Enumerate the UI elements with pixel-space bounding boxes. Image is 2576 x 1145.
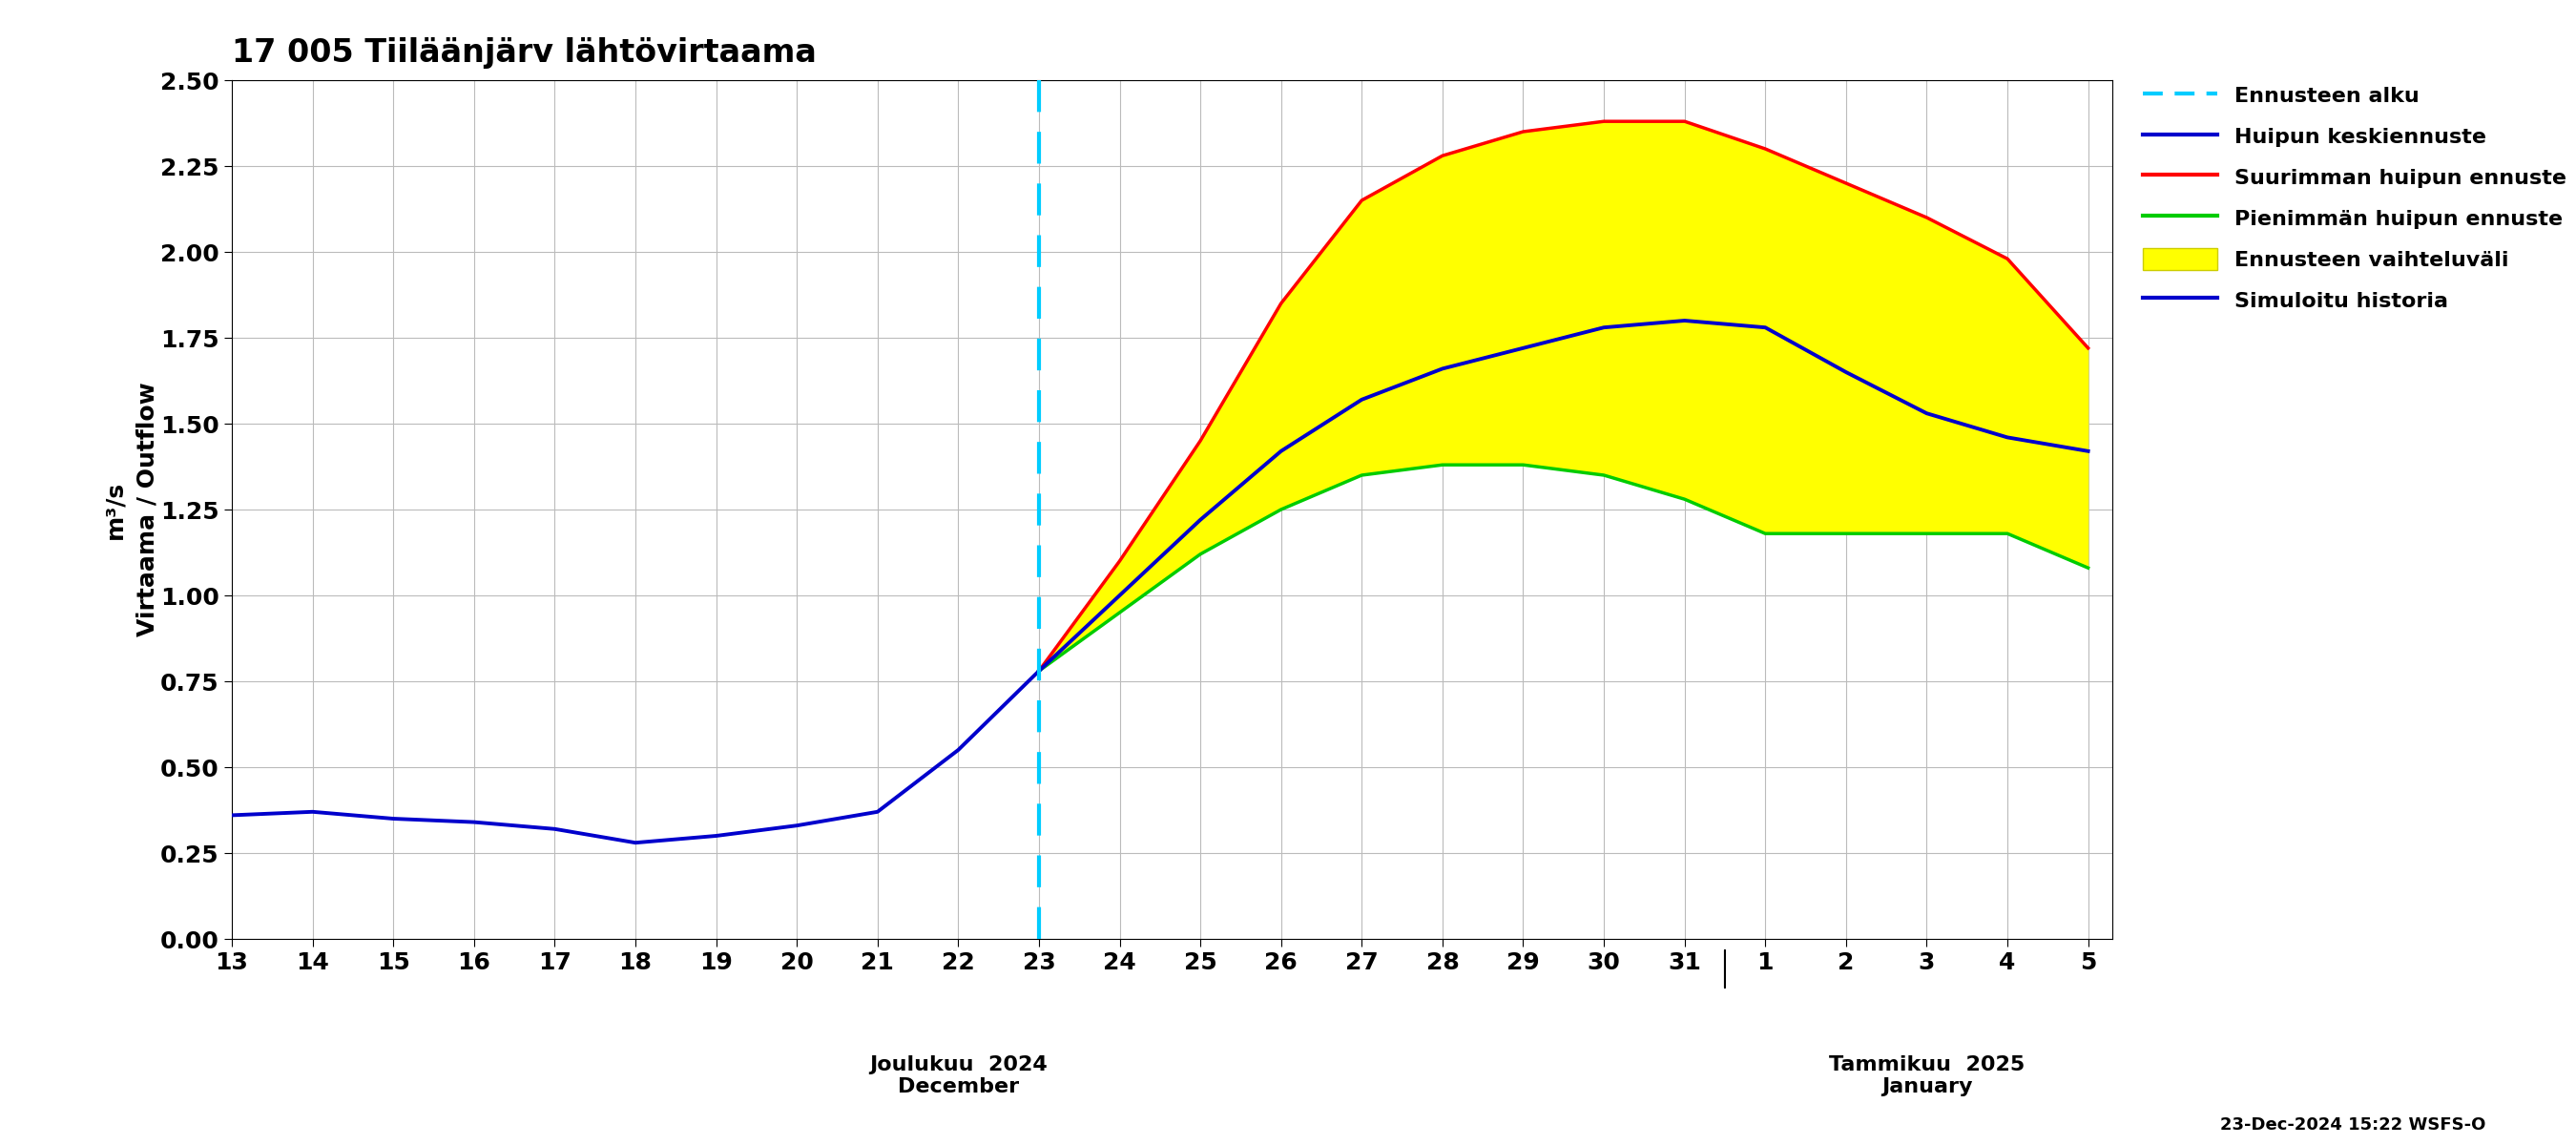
Text: Tammikuu  2025
January: Tammikuu 2025 January <box>1829 1055 2025 1096</box>
Text: Joulukuu  2024
December: Joulukuu 2024 December <box>868 1055 1048 1096</box>
Text: 23-Dec-2024 15:22 WSFS-O: 23-Dec-2024 15:22 WSFS-O <box>2221 1116 2486 1134</box>
Text: m³/s: m³/s <box>103 481 126 538</box>
Text: Virtaama / Outflow: Virtaama / Outflow <box>137 382 160 637</box>
Polygon shape <box>1038 121 2089 671</box>
Text: 17 005 Tiiläänjärv lähtövirtaama: 17 005 Tiiläänjärv lähtövirtaama <box>232 37 817 69</box>
Legend: Ennusteen alku, Huipun keskiennuste, Suurimman huipun ennuste, Pienimmän huipun : Ennusteen alku, Huipun keskiennuste, Suu… <box>2133 73 2576 322</box>
